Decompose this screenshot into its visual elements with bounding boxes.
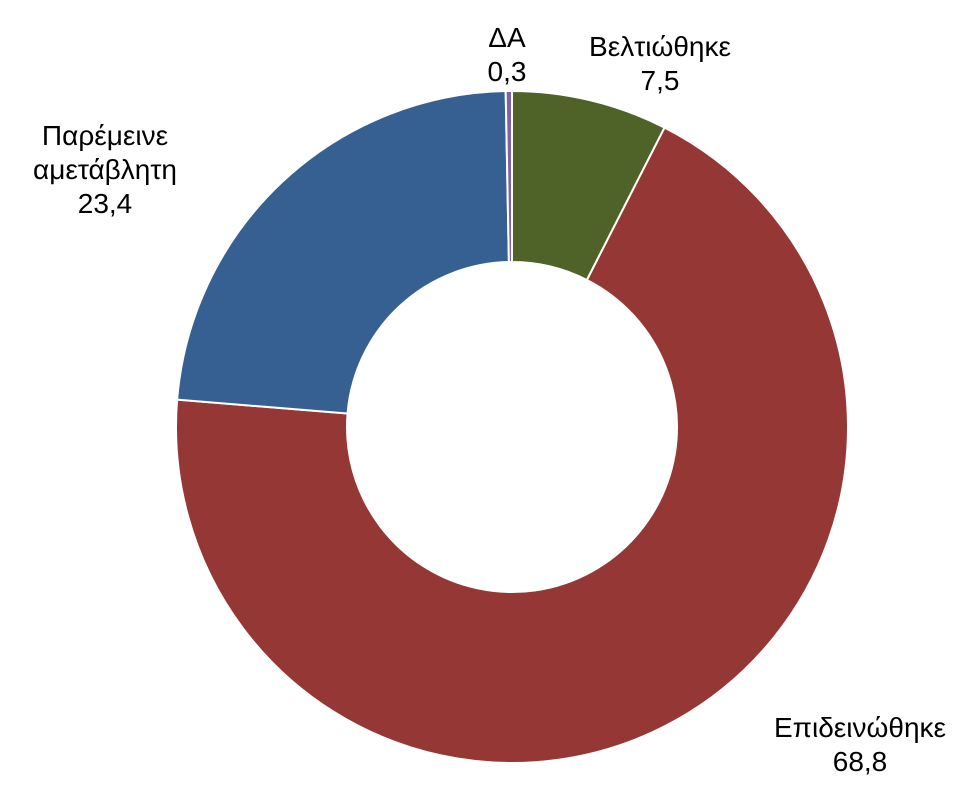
value-label: 23,4	[77, 188, 133, 219]
value-label: 7,5	[640, 65, 680, 96]
category-label: Βελτιώθηκε	[589, 31, 731, 62]
data-label: Βελτιώθηκε 7,5	[589, 30, 731, 98]
value-label: 0,3	[487, 56, 527, 87]
category-label: ΔΑ	[488, 22, 526, 53]
donut-slice	[504, 89, 513, 264]
data-label: Επιδεινώθηκε 68,8	[774, 711, 946, 779]
category-label: Επιδεινώθηκε	[774, 712, 946, 743]
donut-slice	[175, 126, 849, 764]
data-label: Παρέμεινε αμετάβλητη 23,4	[33, 119, 177, 221]
data-label: ΔΑ 0,3	[488, 21, 527, 89]
value-label: 68,8	[832, 746, 888, 777]
category-label: Παρέμεινε αμετάβλητη	[33, 120, 177, 185]
donut-slice	[176, 90, 510, 415]
